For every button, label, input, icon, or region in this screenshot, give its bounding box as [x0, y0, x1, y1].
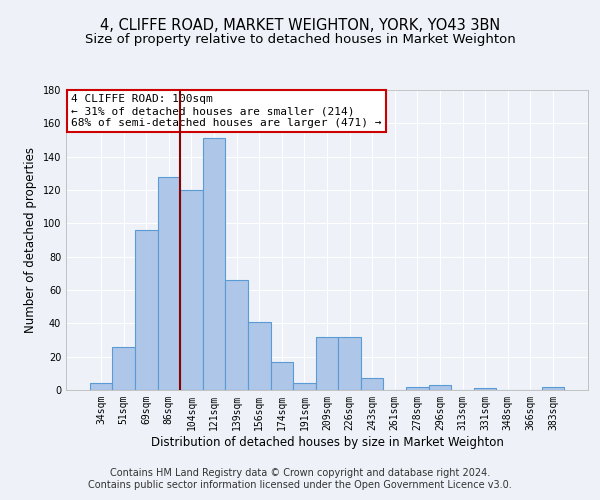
Bar: [361, 378, 383, 390]
Bar: [474, 388, 496, 390]
Bar: [271, 362, 293, 390]
Bar: [248, 322, 271, 390]
Text: 4 CLIFFE ROAD: 100sqm
← 31% of detached houses are smaller (214)
68% of semi-det: 4 CLIFFE ROAD: 100sqm ← 31% of detached …: [71, 94, 382, 128]
Y-axis label: Number of detached properties: Number of detached properties: [24, 147, 37, 333]
Text: Contains HM Land Registry data © Crown copyright and database right 2024.: Contains HM Land Registry data © Crown c…: [110, 468, 490, 477]
Bar: [180, 190, 203, 390]
Bar: [158, 176, 180, 390]
Bar: [428, 385, 451, 390]
Bar: [135, 230, 158, 390]
Bar: [338, 336, 361, 390]
Bar: [203, 138, 226, 390]
Text: Contains public sector information licensed under the Open Government Licence v3: Contains public sector information licen…: [88, 480, 512, 490]
Text: Size of property relative to detached houses in Market Weighton: Size of property relative to detached ho…: [85, 32, 515, 46]
Bar: [112, 346, 135, 390]
Text: 4, CLIFFE ROAD, MARKET WEIGHTON, YORK, YO43 3BN: 4, CLIFFE ROAD, MARKET WEIGHTON, YORK, Y…: [100, 18, 500, 32]
Bar: [293, 384, 316, 390]
Bar: [226, 280, 248, 390]
Bar: [316, 336, 338, 390]
Bar: [406, 386, 428, 390]
Bar: [542, 386, 564, 390]
X-axis label: Distribution of detached houses by size in Market Weighton: Distribution of detached houses by size …: [151, 436, 503, 448]
Bar: [90, 384, 112, 390]
